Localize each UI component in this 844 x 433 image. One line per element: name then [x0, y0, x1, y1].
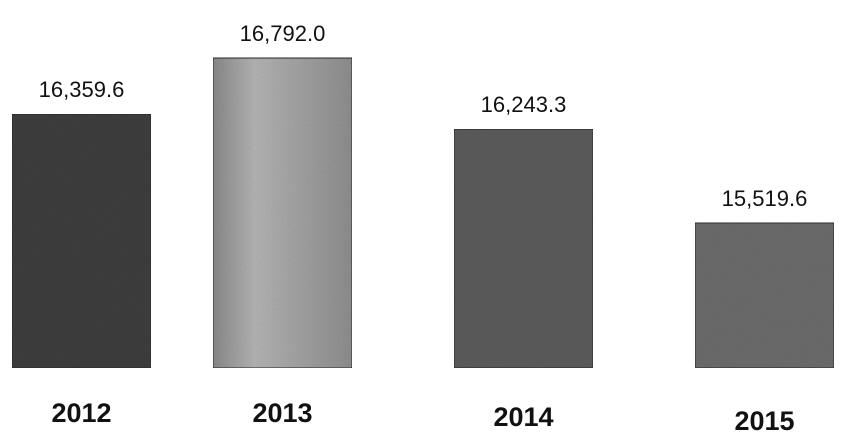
bars-layer [11, 57, 835, 369]
value-label-2013: 16,792.0 [240, 21, 326, 46]
value-label-2015: 15,519.6 [722, 186, 808, 211]
value-label-2014: 16,243.3 [481, 92, 567, 117]
category-label-2014: 2014 [493, 402, 553, 432]
bar-2015 [694, 222, 835, 369]
category-label-2012: 2012 [51, 398, 111, 428]
bar-2013 [212, 57, 353, 369]
category-label-2015: 2015 [734, 406, 794, 433]
bar-2012 [11, 113, 152, 369]
value-label-2012: 16,359.6 [39, 77, 125, 102]
bar-2014 [453, 128, 594, 369]
category-label-2013: 2013 [252, 398, 312, 428]
labels-layer: 16,359.6 2012 16,792.0 2013 16,243.3 2014 15,5… [39, 21, 808, 433]
